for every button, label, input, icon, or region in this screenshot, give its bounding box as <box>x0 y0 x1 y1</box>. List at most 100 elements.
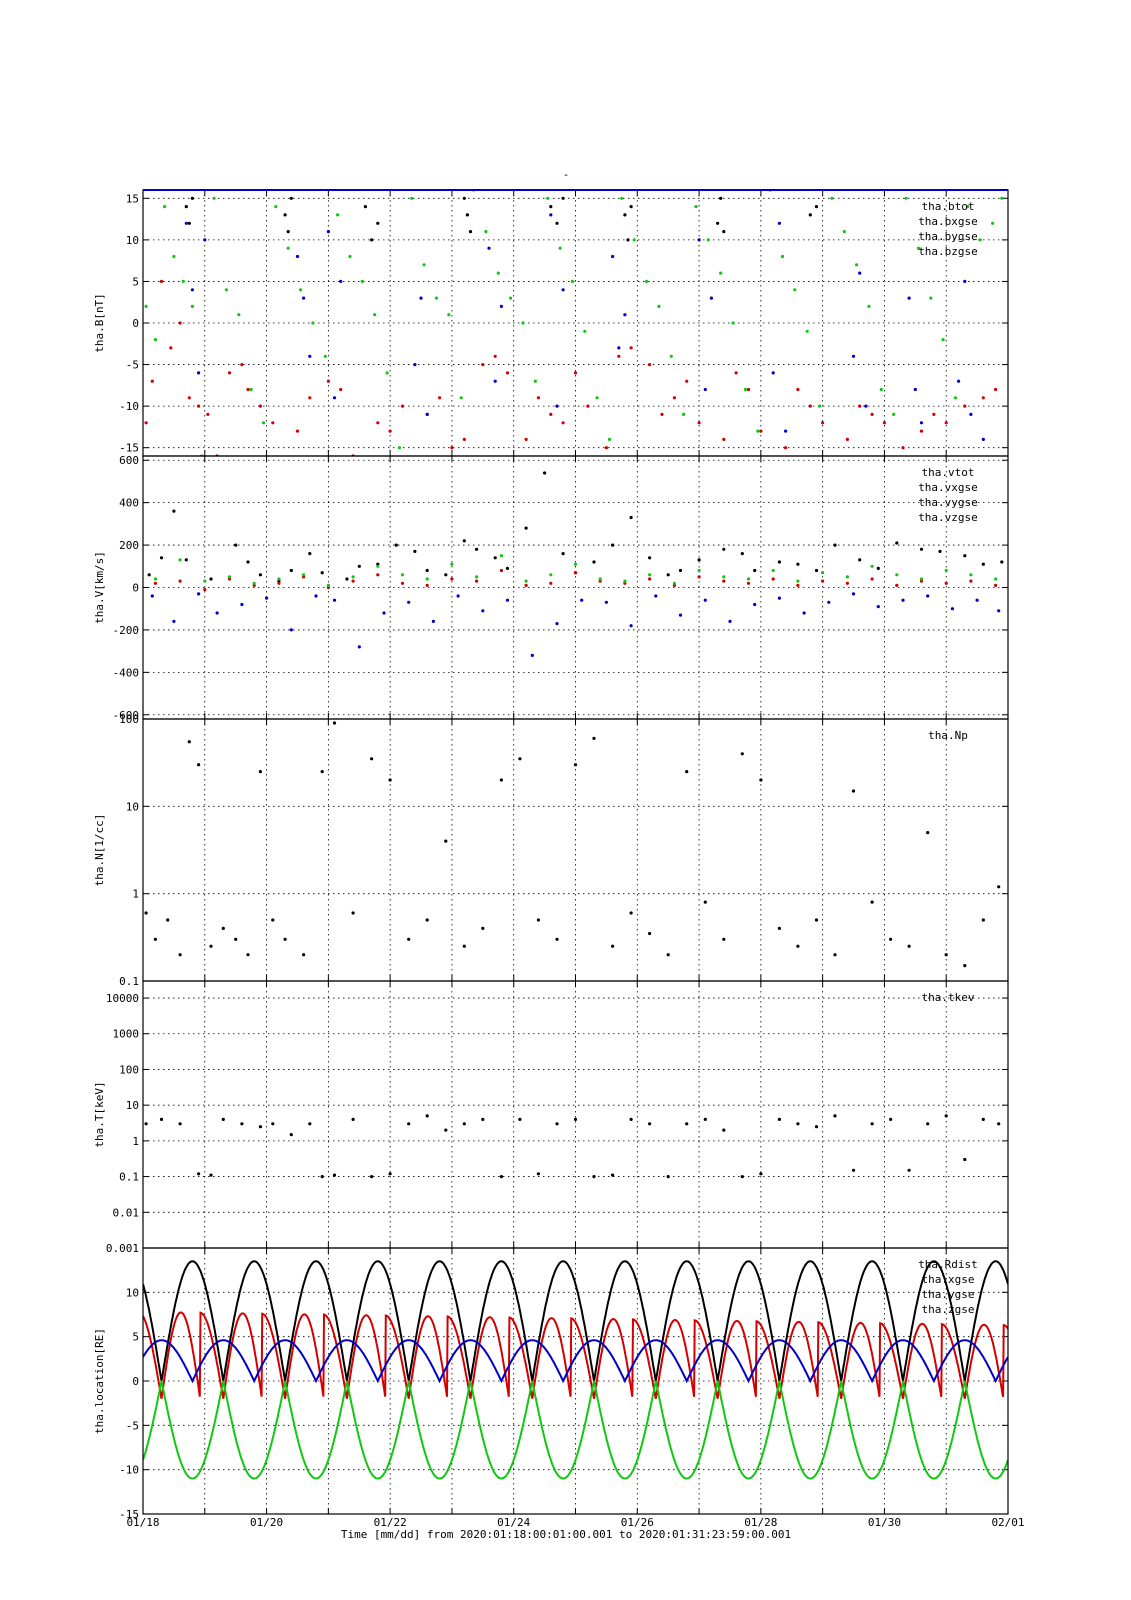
data-point <box>444 1128 448 1132</box>
data-point <box>969 412 973 416</box>
data-point <box>150 594 154 598</box>
data-point <box>320 1175 324 1179</box>
data-point <box>336 213 340 217</box>
data-point <box>879 387 883 392</box>
data-point <box>617 346 621 350</box>
data-point <box>876 566 880 571</box>
data-point <box>719 271 723 275</box>
legend-entry: tha.btot <box>922 200 975 213</box>
data-point <box>536 1172 541 1176</box>
data-point <box>258 770 262 774</box>
data-point <box>431 619 435 624</box>
data-point <box>660 412 664 416</box>
data-point <box>611 543 615 547</box>
data-point <box>289 196 293 200</box>
data-point <box>746 387 751 392</box>
data-point <box>629 346 633 350</box>
legend-entry: tha.ygse <box>922 1288 975 1301</box>
data-point <box>907 944 911 948</box>
data-point <box>784 446 788 450</box>
chart-title: - <box>563 168 570 181</box>
data-point <box>771 371 775 375</box>
data-point <box>558 246 562 250</box>
data-point <box>926 831 930 835</box>
data-point <box>326 379 330 383</box>
data-point <box>604 446 609 450</box>
y-tick-label: 10 <box>126 800 139 813</box>
y-tick-label: 0 <box>132 582 139 595</box>
legend-entry: tha.vtot <box>922 466 975 479</box>
data-point <box>981 396 985 400</box>
data-point <box>611 254 615 259</box>
data-point <box>777 221 782 225</box>
data-point <box>629 515 633 520</box>
data-point <box>209 577 213 581</box>
data-point <box>203 579 207 583</box>
y-tick-label: 5 <box>132 275 139 288</box>
data-point <box>833 543 837 547</box>
data-point <box>166 918 170 922</box>
data-point <box>388 429 392 433</box>
data-point <box>697 421 701 425</box>
data-point <box>314 594 318 598</box>
data-point <box>926 1122 930 1126</box>
data-point <box>524 583 528 588</box>
data-point <box>629 1117 633 1121</box>
data-point <box>425 583 429 588</box>
data-point <box>685 1122 689 1126</box>
x-tick-label: 01/20 <box>250 1516 283 1529</box>
data-point <box>153 577 157 581</box>
data-point <box>771 577 775 581</box>
data-point <box>746 577 751 581</box>
data-point <box>926 594 930 598</box>
data-point <box>907 1168 911 1172</box>
data-point <box>953 396 958 400</box>
data-point <box>808 404 812 408</box>
data-point <box>475 575 479 579</box>
data-point <box>493 354 497 358</box>
data-point <box>326 230 330 234</box>
data-point <box>459 396 463 400</box>
data-point <box>524 579 528 583</box>
data-point <box>518 757 522 761</box>
data-point <box>1000 560 1004 564</box>
y-axis-label: tha.T[keV] <box>93 1081 106 1147</box>
data-point <box>147 573 151 577</box>
data-point <box>743 387 748 392</box>
y-axis-label: tha.V[km/s] <box>93 551 106 624</box>
data-point <box>360 279 364 283</box>
data-point <box>487 246 491 250</box>
panel-V: -600 -400 -200 0 200 400 600 tha.V[km/s] tha.vto… <box>93 454 1009 722</box>
data-point <box>234 937 238 941</box>
y-tick-label: 0.01 <box>113 1206 140 1219</box>
data-point <box>224 288 228 292</box>
data-point <box>858 404 862 408</box>
data-point <box>685 770 689 774</box>
data-point <box>271 918 275 922</box>
data-point <box>144 1122 148 1126</box>
data-point <box>796 944 800 948</box>
panels: -15-10-5051015tha.B[nT]tha.btottha.bxgse… <box>93 189 1025 1529</box>
data-point <box>271 1122 275 1126</box>
data-point <box>604 600 609 604</box>
data-point <box>997 885 1001 889</box>
data-point <box>941 338 945 342</box>
data-point <box>645 279 649 283</box>
y-tick-label: -10 <box>119 400 139 413</box>
data-point <box>957 379 961 383</box>
data-point <box>672 396 677 400</box>
data-point <box>728 619 732 624</box>
data-point <box>932 412 936 416</box>
legend-entry: tha.zgse <box>922 1303 975 1316</box>
data-point <box>555 622 559 626</box>
data-point <box>722 579 726 583</box>
y-tick-label: -5 <box>126 1419 139 1432</box>
data-point <box>153 937 157 941</box>
y-tick-label: 1000 <box>113 1028 140 1041</box>
data-point <box>994 387 998 392</box>
data-point <box>394 543 398 547</box>
data-point <box>818 404 822 408</box>
data-point <box>543 471 547 475</box>
data-point <box>234 543 238 547</box>
